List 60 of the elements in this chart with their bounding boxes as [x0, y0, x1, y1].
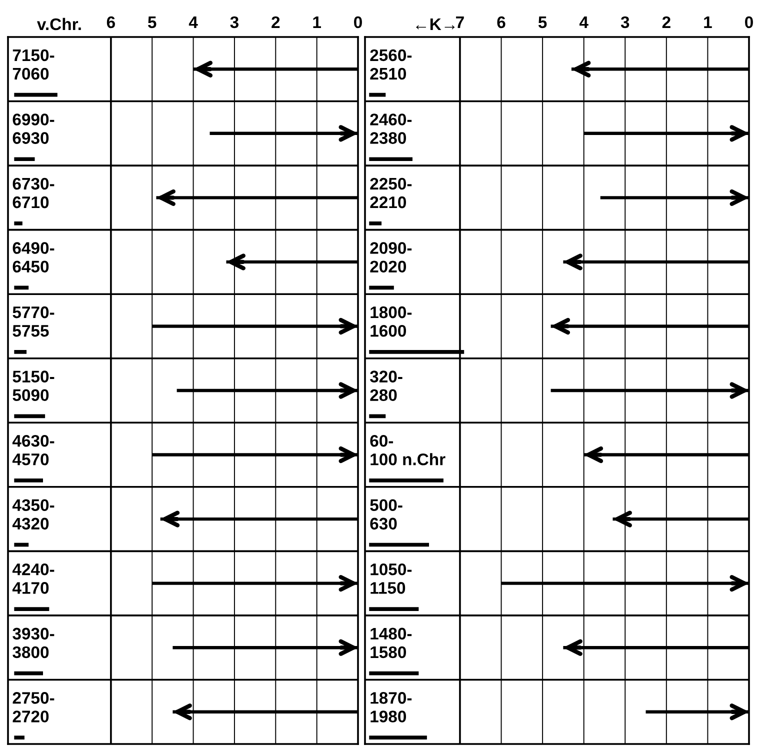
y-tick-label: 2750- 2720	[12, 692, 54, 722]
x-tick-label: 0	[745, 16, 753, 28]
y-tick-label: 4630- 4570	[12, 434, 54, 466]
y-tick-label: 2560- 2510	[370, 49, 412, 80]
bar	[369, 221, 382, 226]
x-tick-label: 7	[456, 16, 464, 28]
bar	[14, 221, 22, 226]
bar	[369, 414, 386, 418]
bar	[369, 286, 394, 290]
x-axis-title: v.Chr.	[36, 18, 81, 30]
bar	[369, 607, 419, 611]
bar	[369, 736, 427, 740]
y-tick-label: 320- 280	[370, 370, 402, 402]
y-tick-label: 5770- 5755	[12, 306, 54, 337]
y-tick-label: 4240- 4170	[12, 564, 54, 594]
y-tick-label: 2250- 2210	[370, 178, 412, 208]
y-tick-label: 6990- 6930	[12, 114, 54, 144]
bar	[369, 478, 444, 482]
bar	[14, 607, 50, 611]
bar	[14, 478, 43, 482]
x-tick-label: 0	[354, 16, 362, 28]
bar	[369, 671, 419, 676]
x-tick-label: 5	[148, 16, 156, 28]
bar	[369, 542, 429, 547]
y-tick-label: 6730- 6710	[12, 178, 54, 208]
x-tick-label: 2	[272, 16, 280, 28]
y-tick-label: 5150- 5090	[12, 370, 54, 402]
x-tick-label: 5	[538, 16, 547, 28]
x-tick-label: 3	[230, 16, 239, 28]
x-tick-label: 1	[704, 16, 712, 28]
bar	[14, 671, 43, 676]
y-tick-label: 7150- 7060	[12, 49, 54, 80]
y-tick-label: 1800- 1600	[370, 306, 412, 337]
y-tick-label: 500- 630	[370, 499, 402, 530]
x-tick-label: 3	[620, 16, 630, 28]
bar	[14, 414, 46, 418]
y-tick-label: 2460- 2380	[370, 114, 412, 144]
y-tick-label: 6490- 6450	[12, 242, 54, 272]
y-tick-label: 60- 100 n.Chr	[370, 434, 446, 466]
bar	[369, 92, 386, 97]
x-tick-label: 2	[662, 16, 670, 28]
y-tick-label: 4350- 4320	[12, 499, 54, 530]
x-tick-label: 4	[188, 16, 198, 28]
y-tick-label: 1870- 1980	[370, 692, 412, 722]
x-axis-title: ←K→	[416, 18, 455, 30]
bar	[14, 157, 35, 162]
y-tick-label: 1480- 1580	[370, 628, 412, 658]
bar	[14, 350, 27, 354]
bar	[14, 92, 58, 97]
y-tick-label: 3930- 3800	[12, 628, 54, 658]
x-tick-label: 6	[497, 16, 506, 28]
bar	[14, 286, 29, 290]
bar	[14, 736, 24, 740]
x-tick-label: 6	[106, 16, 115, 28]
bar	[369, 157, 412, 162]
x-tick-label: 4	[579, 16, 588, 28]
bar	[14, 542, 29, 547]
x-tick-label: 1	[313, 16, 321, 28]
y-tick-label: 1050- 1150	[370, 564, 412, 594]
y-tick-label: 2090- 2020	[370, 242, 412, 272]
